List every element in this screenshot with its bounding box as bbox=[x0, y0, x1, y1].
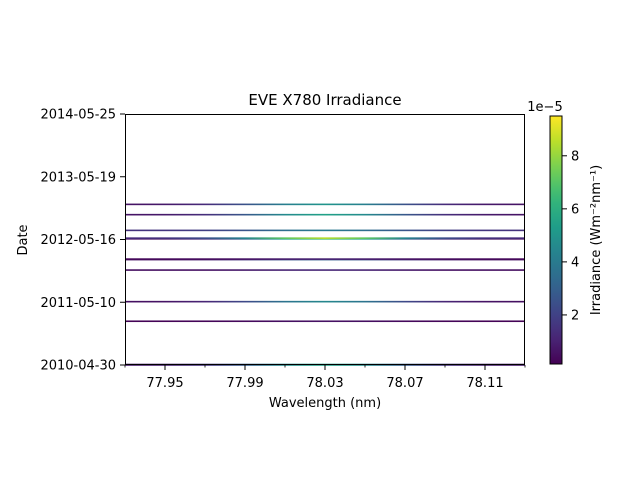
irradiance-line bbox=[125, 258, 525, 260]
y-tick-label: 2011-05-10 bbox=[40, 296, 116, 311]
colorbar bbox=[550, 116, 562, 364]
colorbar-offset: 1e−5 bbox=[527, 100, 562, 115]
x-axis-label: Wavelength (nm) bbox=[269, 396, 381, 411]
x-axis: 77.95 77.99 78.03 78.07 78.11 bbox=[124, 365, 526, 391]
plot-frame bbox=[125, 114, 525, 365]
irradiance-line bbox=[125, 203, 525, 206]
colorbar-label: Irradiance (Wm⁻²nm⁻¹) bbox=[589, 165, 604, 315]
irradiance-line bbox=[125, 213, 525, 216]
y-tick-label: 2013-05-19 bbox=[40, 170, 116, 185]
x-tick-label: 77.99 bbox=[226, 376, 263, 391]
y-tick-label: 2012-05-16 bbox=[40, 233, 116, 248]
y-axis-label: Date bbox=[16, 224, 31, 255]
y-axis: 2010-04-30 2011-05-10 2012-05-16 2013-05-19… bbox=[40, 108, 125, 374]
x-tick-label: 77.95 bbox=[146, 376, 183, 391]
chart-title: EVE X780 Irradiance bbox=[248, 91, 401, 109]
colorbar-frame bbox=[549, 115, 563, 365]
irradiance-line bbox=[125, 300, 525, 303]
colorbar-tick-label: 4 bbox=[571, 255, 579, 270]
irradiance-line bbox=[125, 269, 525, 271]
colorbar-tick-label: 2 bbox=[571, 308, 579, 323]
irradiance-line bbox=[125, 229, 525, 232]
colorbar-tick-label: 6 bbox=[571, 202, 579, 217]
x-tick-label: 78.07 bbox=[386, 376, 423, 391]
y-tick-label: 2010-04-30 bbox=[40, 359, 116, 374]
irradiance-line bbox=[125, 320, 525, 323]
heatmap-lines bbox=[125, 203, 525, 366]
colorbar-tick-label: 8 bbox=[571, 149, 579, 164]
y-tick-label: 2014-05-25 bbox=[40, 108, 116, 123]
x-tick-label: 78.03 bbox=[306, 376, 343, 391]
x-tick-label: 78.11 bbox=[466, 376, 503, 391]
irradiance-line bbox=[125, 237, 525, 239]
colorbar-axis: 2 4 6 8 bbox=[562, 149, 579, 323]
